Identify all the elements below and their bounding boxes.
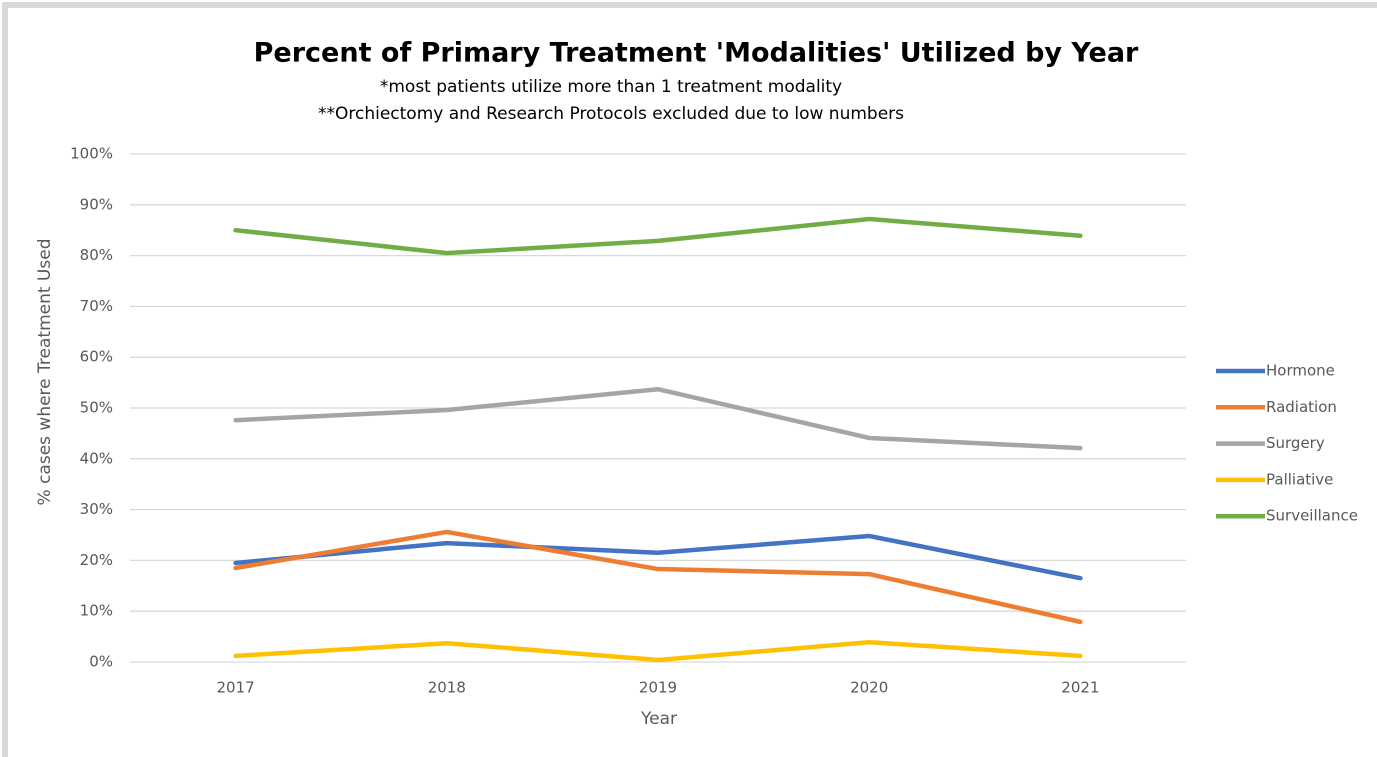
y-tick-label: 30% <box>80 500 113 518</box>
subtitle: *most patients utilize more than 1 treat… <box>380 77 842 97</box>
y-tick-label: 100% <box>70 145 113 163</box>
legend-label: Surveillance <box>1266 507 1358 525</box>
legend-label: Palliative <box>1266 470 1333 488</box>
y-tick-label: 10% <box>80 602 113 620</box>
y-tick-label: 40% <box>80 449 113 467</box>
y-tick-label: 50% <box>80 399 113 417</box>
x-tick-label: 2020 <box>850 679 888 697</box>
y-tick-label: 60% <box>80 348 113 366</box>
series-line <box>233 529 1083 625</box>
legend-label: Hormone <box>1266 362 1335 380</box>
x-tick-label: 2018 <box>428 679 466 697</box>
y-tick-label: 0% <box>89 653 113 671</box>
series-line <box>233 216 1083 256</box>
x-axis-label: Year <box>640 709 677 729</box>
subtitle: **Orchiectomy and Research Protocols exc… <box>318 104 904 124</box>
legend-label: Radiation <box>1266 398 1337 416</box>
chart-title: Percent of Primary Treatment 'Modalities… <box>254 38 1139 69</box>
y-axis-label: % cases where Treatment Used <box>35 239 55 506</box>
x-tick-label: 2017 <box>217 679 255 697</box>
x-tick-label: 2021 <box>1061 679 1099 697</box>
series-line <box>233 533 1083 581</box>
series-line <box>233 386 1083 451</box>
y-tick-label: 20% <box>80 551 113 569</box>
y-tick-label: 70% <box>80 297 113 315</box>
y-tick-label: 90% <box>80 195 113 213</box>
series-line <box>233 639 1083 663</box>
legend-label: Surgery <box>1266 434 1325 452</box>
x-tick-label: 2019 <box>639 679 677 697</box>
y-tick-label: 80% <box>80 246 113 264</box>
